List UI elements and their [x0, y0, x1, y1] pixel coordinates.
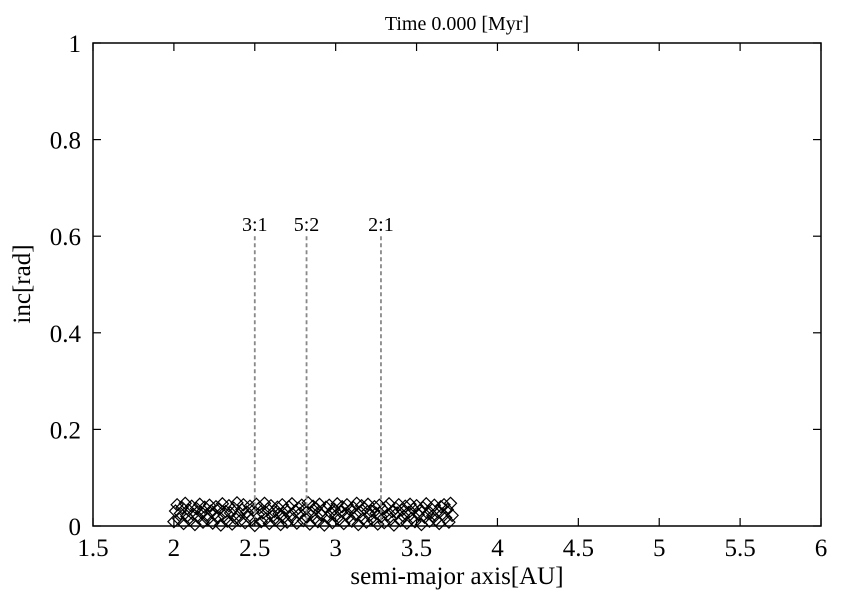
data-point: [231, 508, 246, 522]
data-point: [289, 516, 304, 530]
x-tick-label: 4.5: [563, 535, 594, 562]
x-tick-label: 5: [653, 535, 666, 562]
data-point: [382, 496, 396, 511]
data-point: [197, 500, 212, 515]
y-tick-label: 0.6: [50, 224, 81, 251]
resonance-label-0: 3:1: [242, 214, 268, 236]
data-point: [281, 499, 296, 514]
data-point: [390, 506, 404, 520]
x-tick-label: 5.5: [724, 535, 755, 562]
data-point: [336, 516, 351, 531]
data-point: [293, 506, 307, 521]
data-point: [270, 500, 285, 515]
data-point: [210, 510, 225, 525]
data-point: [443, 496, 458, 511]
resonance-label-1: 5:2: [294, 214, 320, 236]
data-point: [254, 514, 269, 529]
x-tick-label: 1.5: [77, 535, 108, 562]
plot-frame: [92, 42, 822, 527]
y-tick-label: 0.2: [50, 417, 81, 444]
x-tick-label: 3.5: [401, 535, 432, 562]
data-point: [346, 500, 361, 515]
data-point: [327, 502, 341, 516]
y-axis-title: inc[rad]: [9, 244, 36, 323]
data-point: [178, 496, 193, 511]
x-tick-label: 4: [491, 535, 504, 562]
resonance-label-2: 2:1: [368, 214, 394, 236]
data-point: [437, 497, 451, 512]
data-point: [351, 517, 366, 532]
data-point: [400, 516, 414, 530]
data-point: [445, 508, 459, 523]
data-point: [257, 496, 272, 511]
data-point: [396, 509, 411, 524]
data-point: [367, 499, 382, 514]
data-point: [374, 509, 388, 524]
data-point: [167, 514, 181, 529]
data-points: [167, 495, 459, 533]
data-point: [440, 502, 455, 517]
y-tick-label: 0.4: [50, 321, 82, 348]
data-point: [199, 508, 214, 523]
x-tick-label: 3: [329, 535, 342, 562]
chart-title: Time 0.000 [Myr]: [385, 13, 529, 35]
data-point: [348, 507, 362, 522]
data-point: [238, 515, 252, 530]
data-point: [259, 511, 273, 526]
data-point: [205, 516, 220, 530]
data-point: [387, 518, 401, 532]
data-point: [302, 517, 317, 531]
x-tick-label: 6: [815, 535, 828, 562]
data-point: [247, 518, 262, 533]
data-point: [299, 509, 314, 524]
data-point: [335, 499, 349, 514]
x-axis-title: semi-major axis[AU]: [350, 563, 563, 590]
data-point: [213, 518, 228, 532]
axis-ticks: 1.5 2 2.5 3 3.5 4 4.5 5 5.5 6 0 0.2 0.4 0.6 0.8 1: [50, 31, 828, 562]
data-point: [401, 505, 416, 520]
data-point: [285, 496, 299, 511]
x-tick-label: 2.5: [239, 535, 270, 562]
x-tick-label: 2: [168, 535, 181, 562]
data-point: [256, 506, 270, 520]
y-tick-label: 0: [69, 514, 82, 541]
data-point: [395, 503, 409, 517]
data-point: [398, 499, 413, 514]
y-tick-label: 0.8: [50, 128, 81, 155]
resonance-lines: 3:1 5:2 2:1: [242, 214, 394, 526]
data-point: [217, 509, 231, 523]
data-point: [438, 510, 453, 525]
data-point: [362, 508, 377, 523]
data-point: [422, 514, 437, 529]
data-point: [433, 499, 448, 514]
data-point: [277, 510, 291, 525]
y-tick-label: 1: [69, 31, 82, 58]
